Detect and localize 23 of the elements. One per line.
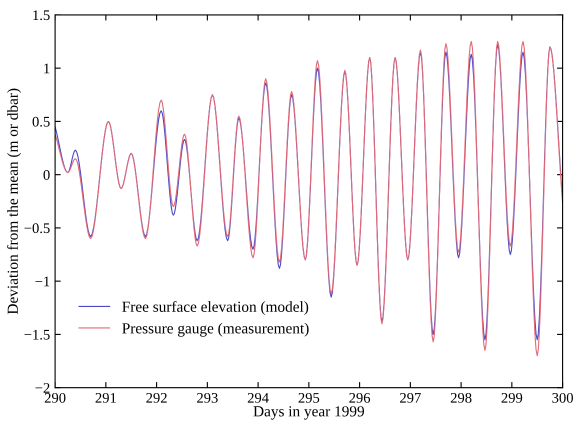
y-tick-label: 1.5 <box>33 10 50 20</box>
y-axis-title: Deviation from the mean (m or dbar) <box>7 88 22 314</box>
legend-label: Pressure gauge (measurement) <box>122 322 309 337</box>
x-tick-label: 295 <box>298 392 320 403</box>
x-tick-label: 300 <box>552 392 573 403</box>
y-tick-label: 0.5 <box>32 116 50 127</box>
y-tick-label: −1.5 <box>24 330 50 340</box>
x-tick-label: 298 <box>450 392 472 403</box>
x-tick-label: 291 <box>96 392 116 403</box>
y-tick-label: −2 <box>35 383 50 393</box>
y-tick-label: −1 <box>35 276 50 286</box>
y-tick-label: 0 <box>44 170 50 180</box>
x-tick-label: 299 <box>502 392 522 403</box>
y-tick-label: −0.5 <box>24 223 50 234</box>
legend-label: Free surface elevation (model) <box>122 300 308 316</box>
y-tick-label: 1 <box>44 64 50 74</box>
x-tick-label: 293 <box>197 392 218 403</box>
x-axis-title: Days in year 1999 <box>253 406 364 420</box>
x-tick-label: 292 <box>146 392 167 403</box>
x-tick-label: 294 <box>248 392 269 403</box>
x-tick-label: 290 <box>44 392 66 403</box>
x-tick-label: 297 <box>400 392 421 403</box>
x-tick-label: 296 <box>349 392 370 403</box>
